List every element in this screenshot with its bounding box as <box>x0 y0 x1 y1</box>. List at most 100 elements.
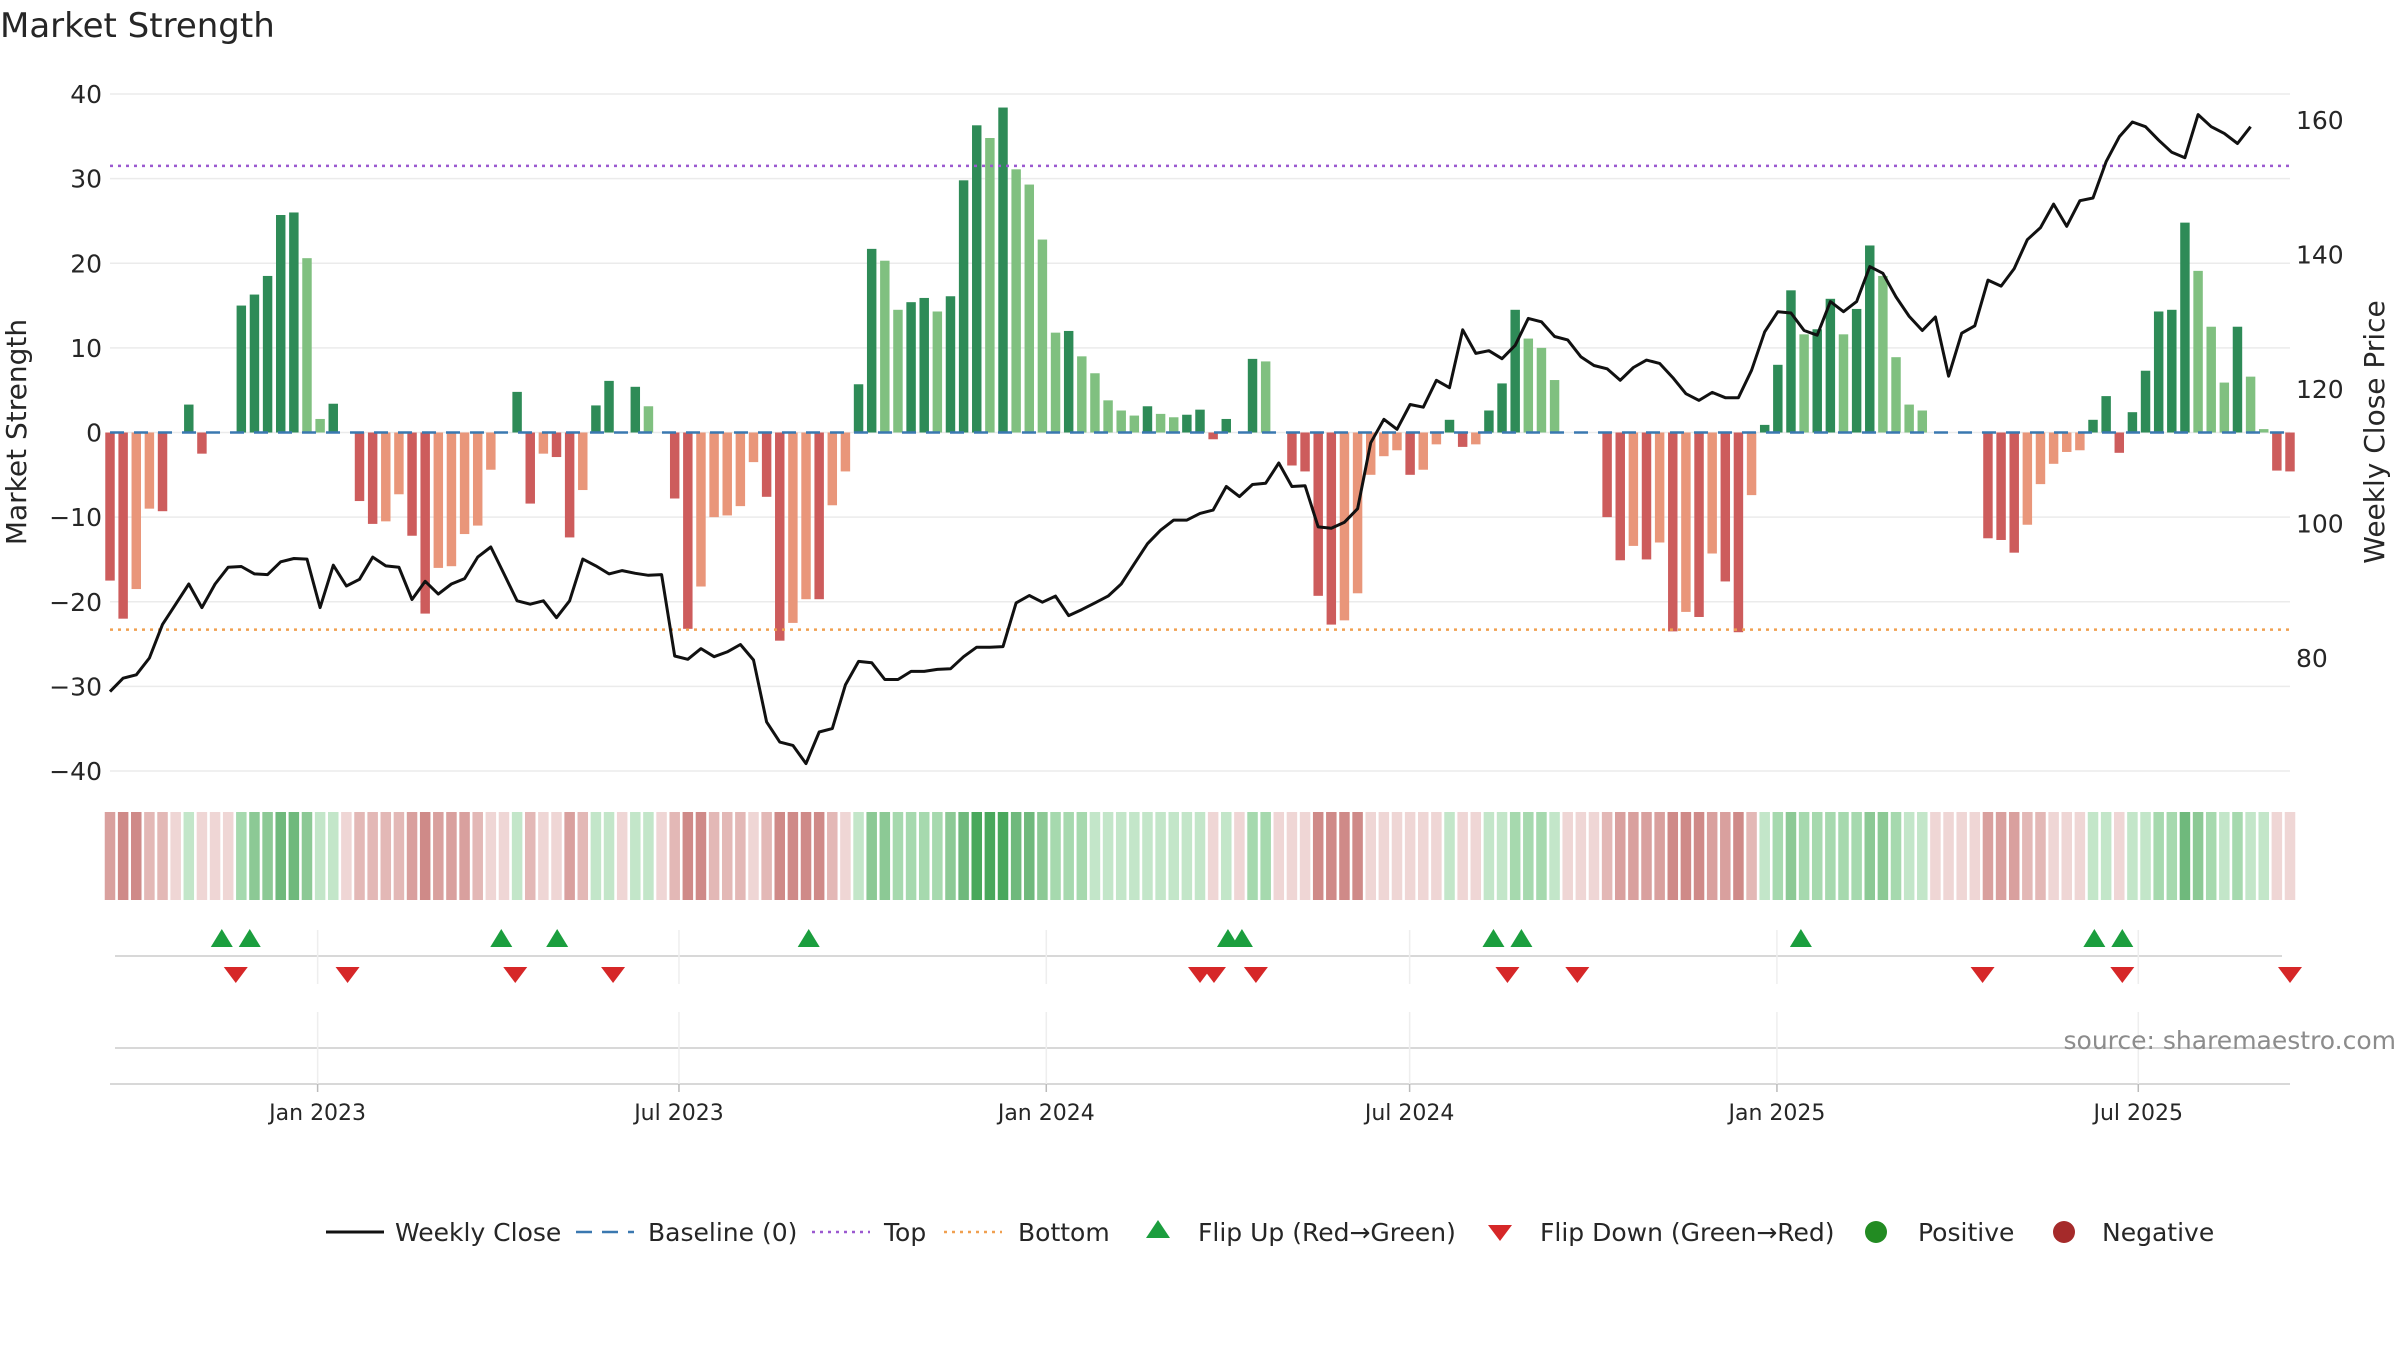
strip-cell <box>1483 812 1495 900</box>
flip-down-marker <box>335 967 360 983</box>
strength-heat-strip <box>104 812 2296 900</box>
strip-cell <box>1759 812 1770 900</box>
flip-up-marker <box>210 929 233 947</box>
strip-cell <box>958 812 969 900</box>
strip-cell <box>2179 812 2191 900</box>
strip-cell <box>1207 812 1219 900</box>
strip-cell <box>669 812 680 900</box>
strip-cell <box>1247 812 1258 900</box>
y-tick-label: 10 <box>70 334 102 363</box>
strip-cell <box>1995 812 2007 900</box>
strip-cell <box>1234 812 1245 900</box>
chart-title: Market Strength <box>0 6 275 46</box>
strength-bar <box>367 432 378 524</box>
strip-cell <box>222 812 234 900</box>
strength-bar <box>1260 361 1271 433</box>
y-axis-label: Market Strength <box>0 319 33 545</box>
strength-bar <box>2167 309 2177 433</box>
strength-bar <box>919 297 929 433</box>
strip-cell <box>853 812 864 900</box>
strip-cell <box>774 812 786 900</box>
strip-cell <box>997 812 1009 900</box>
y2-tick-label: 140 <box>2296 241 2344 270</box>
strength-bars <box>105 107 2295 641</box>
strip-cell <box>1851 812 1862 900</box>
strip-cell <box>1811 812 1823 900</box>
strip-cell <box>170 812 181 900</box>
strip-cell <box>813 812 825 900</box>
strip-cell <box>1273 812 1285 900</box>
flip-down-marker <box>1970 967 1995 983</box>
strength-bar <box>1628 432 1639 546</box>
strength-bar <box>2259 429 2269 433</box>
strength-bar <box>1983 432 1993 539</box>
strength-bar <box>893 309 903 433</box>
x-tick-label: Jul 2024 <box>1363 1101 1455 1126</box>
strength-bar <box>1116 410 1126 433</box>
strength-bar <box>578 432 588 491</box>
strength-bar <box>2153 311 2164 433</box>
strength-bar <box>748 432 759 463</box>
legend-label: Top <box>883 1218 926 1247</box>
strip-cell <box>1890 812 1902 900</box>
strength-bar <box>1615 432 1625 561</box>
strength-bar <box>932 311 943 433</box>
strip-cell <box>1194 812 1206 900</box>
strip-cell <box>538 812 549 900</box>
strip-cell <box>1339 812 1350 900</box>
strength-bar <box>1142 406 1153 433</box>
strength-bar <box>2048 432 2059 464</box>
strength-bar <box>1011 169 1021 433</box>
strip-cell <box>2022 812 2033 900</box>
strip-cell <box>328 812 339 900</box>
strength-bar <box>814 432 824 600</box>
strip-cell <box>367 812 378 900</box>
strip-cell <box>682 812 694 900</box>
strength-bar <box>1431 432 1442 445</box>
strip-cell <box>1155 812 1166 900</box>
flip-down-marker <box>1495 967 1520 983</box>
flip-down-marker <box>223 967 248 983</box>
strength-bar <box>105 432 115 581</box>
strip-cell <box>695 812 707 900</box>
strength-bar <box>1786 290 1796 433</box>
strength-bar <box>1155 413 1166 433</box>
strength-bar <box>512 391 522 433</box>
flip-up-marker <box>1216 929 1239 947</box>
strength-bar <box>564 432 575 538</box>
y-tick-label: −30 <box>49 672 102 701</box>
flip-down-marker <box>2278 967 2302 983</box>
strip-cell <box>748 812 759 900</box>
flip-up-marker <box>2111 929 2134 947</box>
strength-bar <box>958 180 969 433</box>
strength-bar <box>630 386 641 433</box>
strip-cell <box>551 812 562 900</box>
strip-cell <box>1523 812 1534 900</box>
strip-cell <box>301 812 313 900</box>
strip-cell <box>1733 812 1744 900</box>
strength-bar <box>591 405 601 433</box>
strip-cell <box>643 812 654 900</box>
y-tick-label: 20 <box>70 249 102 278</box>
strength-bar <box>972 125 982 433</box>
strip-cell <box>433 812 444 900</box>
strength-bar <box>1221 418 1231 433</box>
x-tick-label: Jan 2024 <box>996 1101 1095 1126</box>
strength-bar <box>1169 417 1179 433</box>
legend-label: Negative <box>2102 1218 2214 1247</box>
strip-cell <box>1549 812 1560 900</box>
strength-bar <box>1050 332 1061 433</box>
strength-bar <box>2088 419 2098 433</box>
strength-bar <box>1287 432 1297 466</box>
strip-cell <box>1312 812 1324 900</box>
strip-cell <box>1628 812 1639 900</box>
strength-bar <box>1536 347 1547 433</box>
flip-up-marker <box>1230 929 1253 947</box>
strength-bar <box>302 258 312 433</box>
strength-bar <box>2232 326 2243 433</box>
legend-label: Flip Down (Green→Red) <box>1540 1218 1835 1247</box>
flip-up-marker <box>238 929 261 947</box>
strip-cell <box>1076 812 1088 900</box>
strength-bar <box>1602 432 1612 518</box>
